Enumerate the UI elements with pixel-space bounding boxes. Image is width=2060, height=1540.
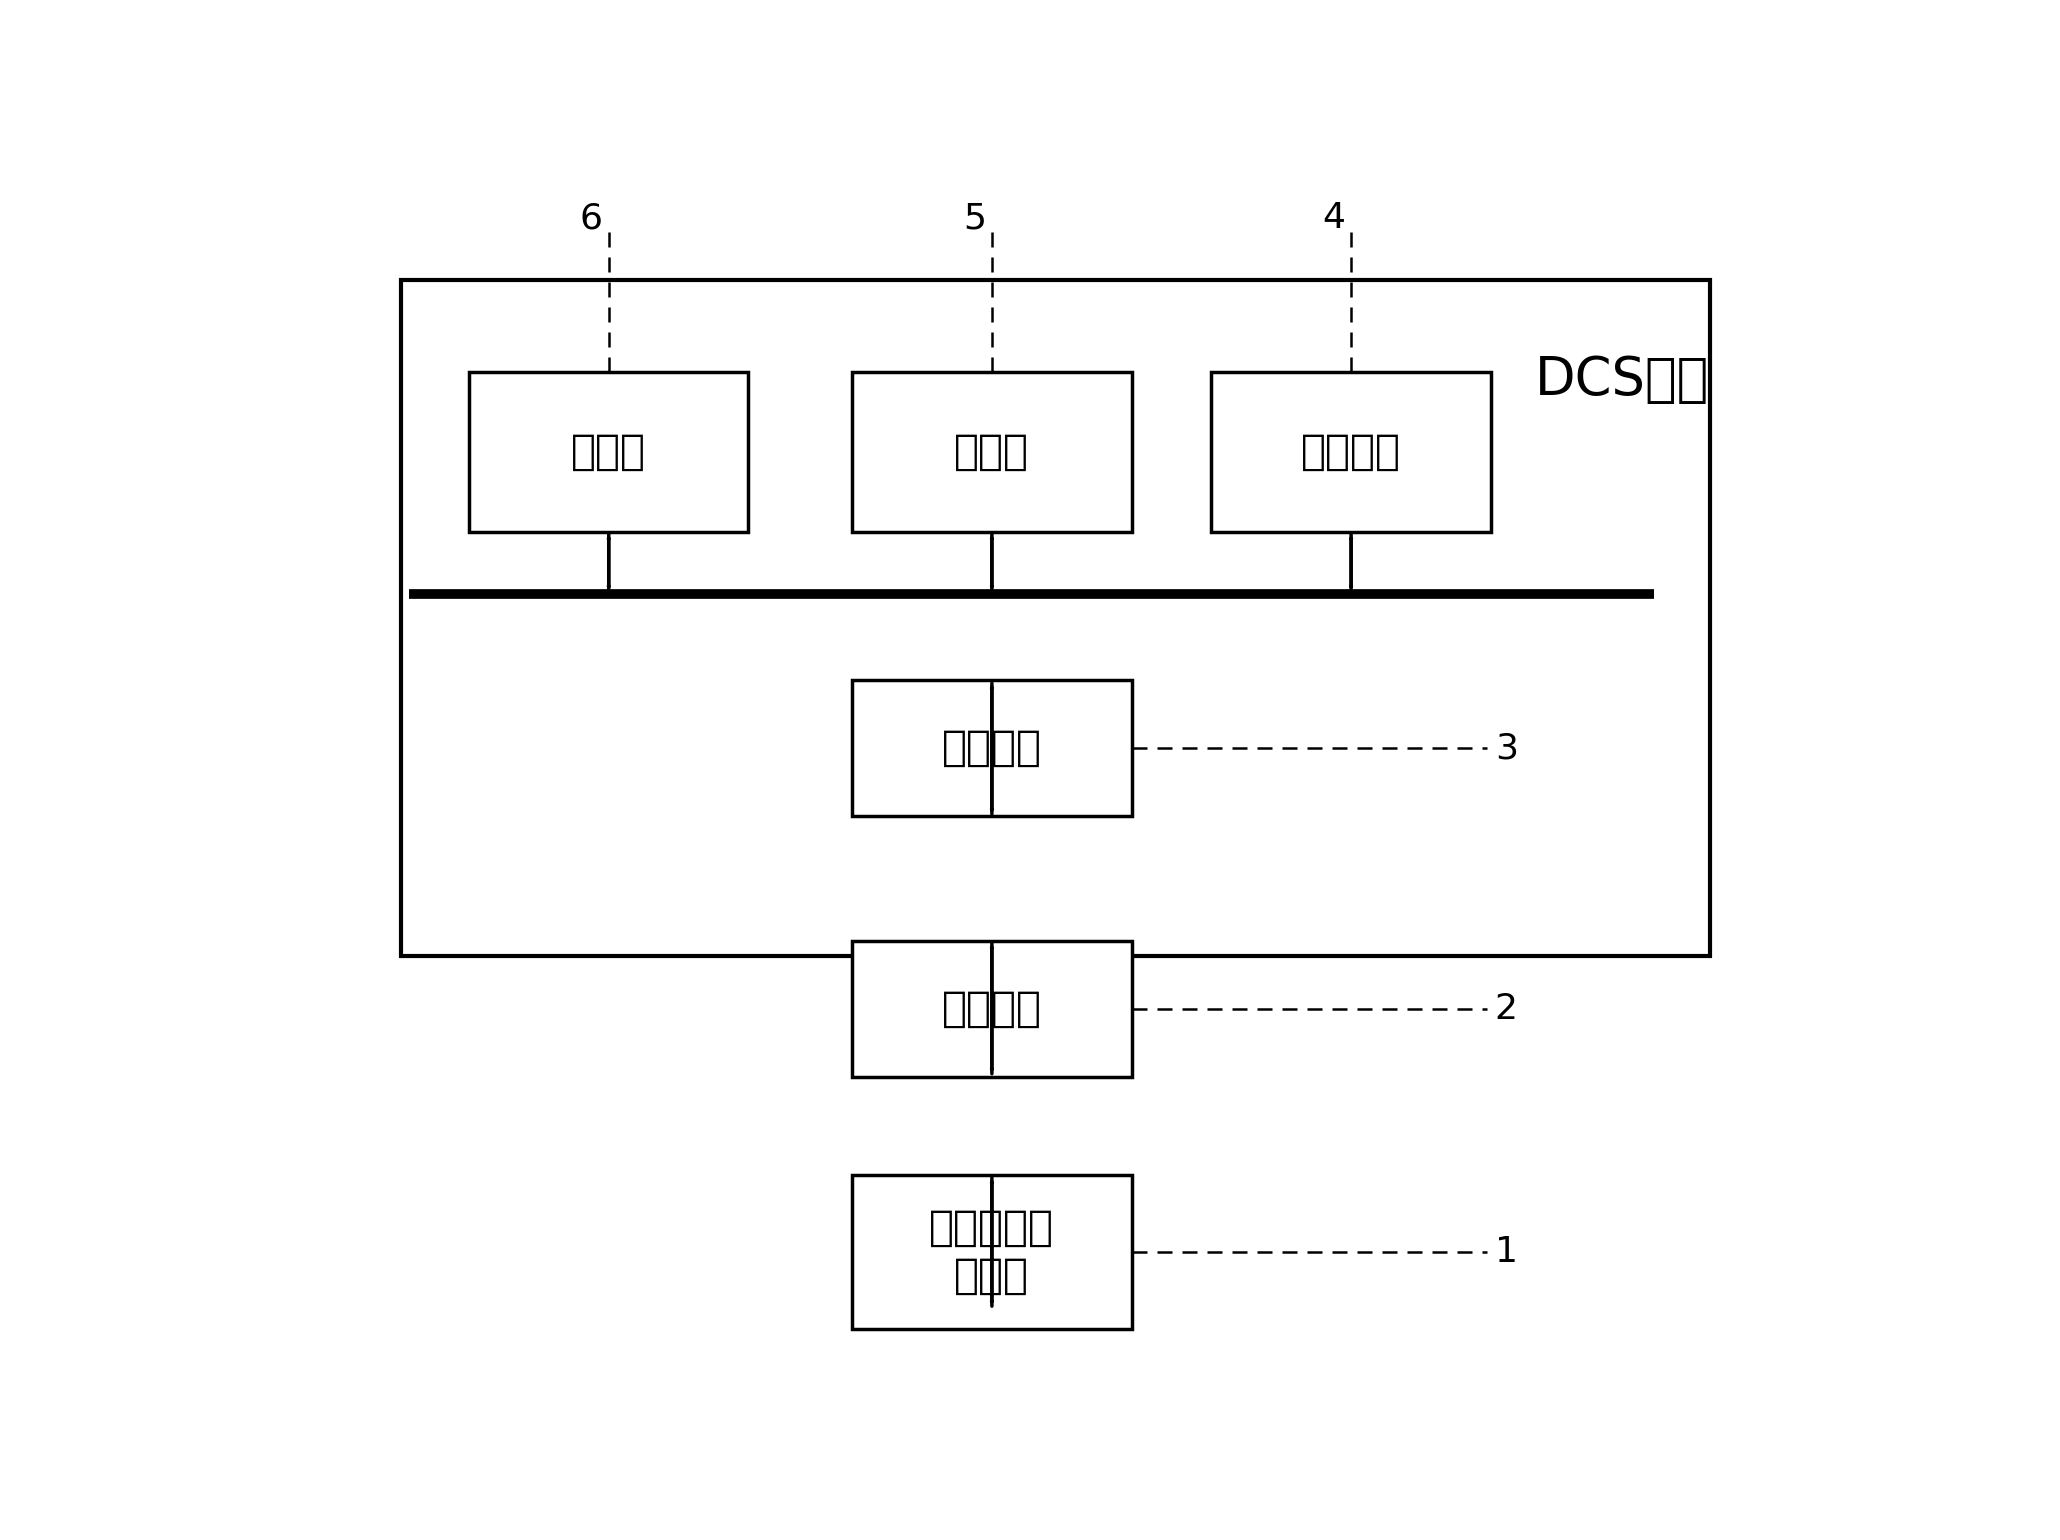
Text: 存储装置: 存储装置: [1302, 431, 1401, 473]
Bar: [402, 280, 1710, 955]
Text: 6: 6: [581, 202, 604, 236]
Text: 内部热耦合
精馏塔: 内部热耦合 精馏塔: [929, 1207, 1055, 1297]
Text: 智能仪表: 智能仪表: [941, 989, 1042, 1030]
Text: 控制站: 控制站: [954, 431, 1030, 473]
Bar: [853, 679, 1131, 816]
Text: DCS系统: DCS系统: [1535, 354, 1710, 407]
Bar: [1211, 371, 1491, 531]
Bar: [853, 371, 1131, 531]
Text: 2: 2: [1496, 992, 1518, 1026]
Bar: [853, 1175, 1131, 1329]
Text: 4: 4: [1323, 202, 1345, 236]
Text: 数据接口: 数据接口: [941, 727, 1042, 768]
Bar: [853, 941, 1131, 1076]
Bar: [470, 371, 748, 531]
Text: 1: 1: [1496, 1235, 1518, 1269]
Text: 5: 5: [964, 202, 987, 236]
Text: 3: 3: [1496, 732, 1518, 765]
Text: 上位机: 上位机: [571, 431, 647, 473]
